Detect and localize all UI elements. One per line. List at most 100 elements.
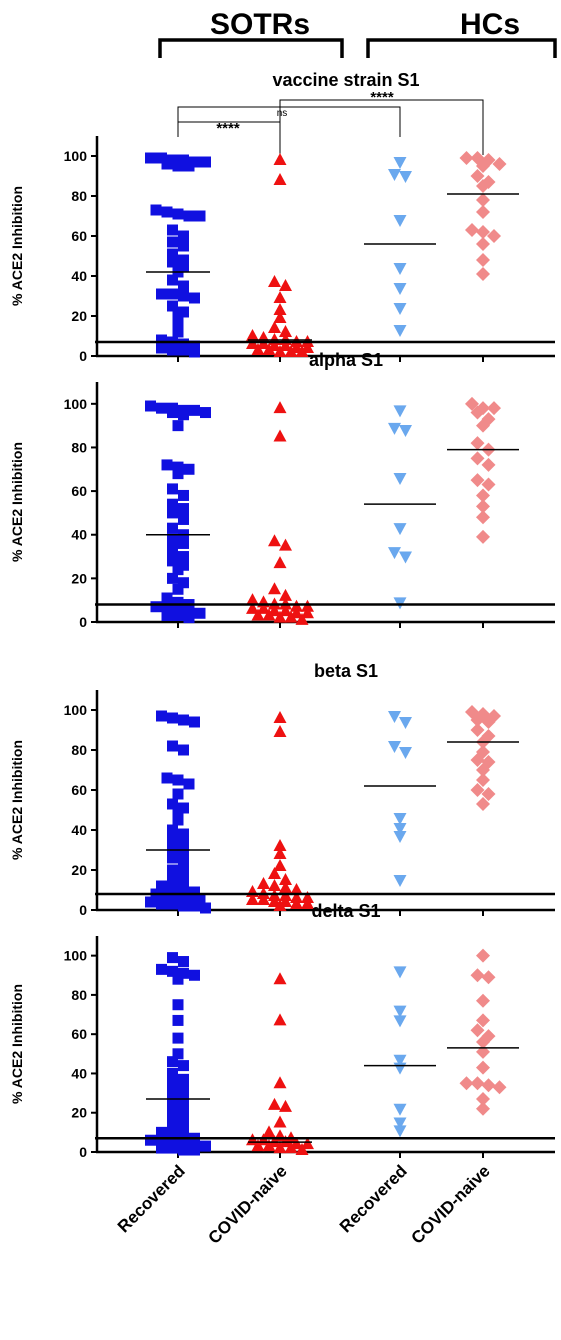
- data-point: [393, 1062, 407, 1075]
- data-point: [167, 498, 178, 510]
- data-point: [279, 873, 292, 885]
- y-tick-label: 40: [71, 1065, 87, 1081]
- panel-4: delta S1 % ACE2 Inhibition 0 20 40 60 80 100: [9, 901, 555, 1160]
- y-tick-label: 0: [79, 614, 87, 630]
- data-point: [183, 612, 195, 624]
- data-point: [246, 593, 259, 606]
- panel-3: beta S1 % ACE2 Inhibition 0 20 40 60 80 100: [9, 661, 555, 918]
- data-point: [156, 1126, 167, 1138]
- data-point: [273, 1076, 287, 1089]
- data-point: [161, 772, 173, 784]
- data-point: [178, 714, 189, 726]
- data-point: [172, 160, 184, 172]
- data-point: [172, 468, 184, 480]
- data-point: [268, 1097, 281, 1110]
- data-point: [393, 966, 407, 979]
- significance-label: ****: [216, 120, 240, 137]
- data-point: [273, 429, 287, 442]
- data-point: [178, 230, 189, 242]
- data-point: [470, 405, 485, 420]
- data-point: [189, 1144, 200, 1156]
- y-tick-label: 100: [64, 948, 88, 964]
- data-point: [161, 459, 173, 471]
- data-point: [476, 1101, 490, 1116]
- data-point: [167, 832, 178, 844]
- data-point: [273, 153, 287, 165]
- data-point: [470, 1023, 485, 1038]
- data-point: [470, 473, 485, 488]
- data-point: [393, 1117, 407, 1130]
- data-point: [172, 420, 184, 432]
- data-point: [183, 778, 195, 790]
- data-point: [279, 1099, 292, 1112]
- data-point: [178, 154, 189, 166]
- y-tick-label: 0: [79, 1144, 87, 1160]
- y-tick-label: 20: [71, 862, 87, 878]
- data-point: [492, 157, 507, 171]
- data-point: [183, 160, 195, 172]
- data-point: [178, 1130, 189, 1142]
- data-point: [167, 288, 178, 300]
- data-point: [189, 292, 200, 304]
- data-point: [393, 157, 407, 169]
- data-point: [172, 1014, 184, 1026]
- panels: vaccine strain S1 % ACE2 Inhibition 0 20 40 6…: [9, 70, 555, 1160]
- data-point: [178, 744, 189, 756]
- data-point: [465, 396, 479, 411]
- data-point: [393, 1015, 407, 1028]
- data-point: [167, 483, 178, 495]
- data-point: [268, 534, 281, 547]
- significance-bracket: [279, 99, 484, 155]
- data-point: [388, 547, 401, 560]
- data-point: [183, 210, 195, 222]
- data-point: [167, 533, 178, 545]
- data-point: [262, 1125, 276, 1138]
- data-point: [273, 847, 287, 859]
- y-tick-label: 80: [71, 188, 87, 204]
- significance-label: ns: [277, 108, 288, 119]
- data-point: [476, 193, 490, 207]
- data-point: [273, 972, 287, 985]
- data-point: [156, 898, 167, 910]
- data-point: [167, 965, 178, 977]
- data-point: [161, 603, 173, 615]
- data-point: [393, 1005, 407, 1018]
- data-point: [481, 477, 496, 492]
- data-point: [167, 544, 178, 556]
- y-tick-label: 40: [71, 822, 87, 838]
- data-point: [393, 303, 407, 315]
- data-point: [481, 1078, 496, 1093]
- data-point: [178, 1138, 189, 1150]
- data-point: [161, 206, 173, 218]
- data-point: [279, 588, 292, 601]
- data-point: [178, 1073, 189, 1085]
- data-point: [393, 1054, 407, 1067]
- data-point: [167, 522, 178, 534]
- data-point: [492, 1080, 507, 1095]
- significance-brackets: **** ns ****: [177, 89, 484, 155]
- data-point: [167, 407, 178, 419]
- panel-1: vaccine strain S1 % ACE2 Inhibition 0 20 40 6…: [9, 70, 555, 364]
- data-point: [167, 712, 178, 724]
- data-point: [178, 900, 189, 912]
- data-point: [156, 710, 167, 722]
- data-point: [476, 1044, 490, 1059]
- y-tick-label: 100: [64, 148, 88, 164]
- data-point: [268, 867, 281, 879]
- data-point: [476, 253, 490, 267]
- data-point: [167, 824, 178, 836]
- data-point: [476, 488, 490, 503]
- data-point: [268, 275, 281, 287]
- data-point: [470, 713, 485, 727]
- data-point: [487, 401, 501, 416]
- data-point: [172, 208, 184, 220]
- data-point: [290, 883, 303, 895]
- data-point: [279, 339, 292, 351]
- y-tick-label: 80: [71, 742, 87, 758]
- data-point: [476, 1091, 490, 1106]
- data-point: [470, 783, 485, 797]
- group-label: SOTRs: [210, 8, 310, 41]
- data-point: [301, 1137, 314, 1150]
- data-point: [194, 894, 206, 906]
